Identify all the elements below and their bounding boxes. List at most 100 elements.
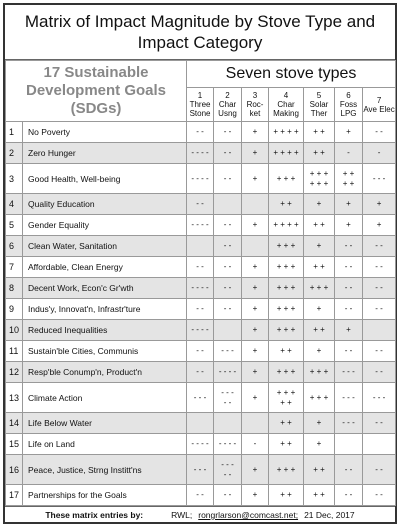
impact-cell: - - — [213, 484, 243, 506]
goal-name: Resp'ble Conump'n, Product'n — [21, 361, 188, 383]
impact-cell: + — [334, 121, 364, 143]
impact-cell: + + — [303, 121, 336, 143]
impact-cell: - - — [362, 256, 397, 278]
footer-email: rongrlarson@comcast.net; — [198, 510, 299, 520]
impact-cell: + — [241, 163, 270, 194]
impact-cell: + — [303, 412, 336, 434]
row-number: 2 — [5, 142, 23, 164]
table-header: 17 Sustainable Development Goals (SDGs) … — [4, 60, 397, 122]
row-number: 17 — [5, 484, 23, 506]
impact-cell: + — [303, 235, 336, 257]
column-number: 7 — [376, 95, 382, 105]
impact-cell: + — [241, 340, 270, 362]
matrix-row: 16 Peace, Justice, Strng Institt'ns - - - -… — [5, 454, 397, 485]
goal-name: Reduced Inequalities — [21, 319, 188, 341]
impact-cell: + + + + — [334, 163, 364, 194]
impact-cell: - - — [213, 142, 243, 164]
impact-cell: + — [334, 319, 364, 341]
row-number: 4 — [5, 193, 23, 215]
impact-cell: - - - - — [186, 142, 215, 164]
goal-name: Clean Water, Sanitation — [21, 235, 188, 257]
row-number: 7 — [5, 256, 23, 278]
row-number: 10 — [5, 319, 23, 341]
impact-cell: - - — [362, 121, 397, 143]
impact-cell: + + — [303, 214, 336, 236]
impact-cell: + + + + + — [268, 382, 305, 413]
impact-cell: - - - - — [186, 214, 215, 236]
impact-cell: + — [241, 121, 270, 143]
impact-cell: + — [362, 214, 397, 236]
goal-name: Decent Work, Econ'c Gr'wth — [21, 277, 188, 299]
impact-cell: - - — [213, 121, 243, 143]
matrix-row: 12 Resp'ble Conump'n, Product'n - -- - - -… — [5, 361, 397, 383]
impact-cell: - - — [186, 256, 215, 278]
matrix-row: 8 Decent Work, Econ'c Gr'wth - - - -- - + + … — [5, 277, 397, 299]
impact-cell: + + + + — [268, 214, 305, 236]
impact-cell: - - - — [362, 163, 397, 194]
impact-cell: - - — [334, 277, 364, 299]
matrix-table: 17 Sustainable Development Goals (SDGs) … — [4, 60, 397, 506]
impact-cell: + + — [303, 484, 336, 506]
matrix-row: 14 Life Below Water + + + - - -- - — [5, 412, 397, 434]
impact-cell: + + — [303, 256, 336, 278]
impact-cell: - - — [334, 340, 364, 362]
row-number: 5 — [5, 214, 23, 236]
matrix-row: 9 Indus'y, Innovat'n, Infrastr'ture - -- -… — [5, 298, 397, 320]
impact-cell: - - — [186, 361, 215, 383]
impact-cell: + + + — [268, 298, 305, 320]
matrix-frame: Matrix of Impact Magnitude by Stove Type… — [3, 3, 397, 524]
column-number: 2 — [225, 91, 230, 100]
impact-cell: - - - — [186, 382, 215, 413]
column-name: Solar Ther — [309, 100, 329, 118]
impact-cell: + + + — [268, 256, 305, 278]
impact-cell: + + + + — [268, 121, 305, 143]
goals-header: 17 Sustainable Development Goals (SDGs) — [4, 60, 188, 122]
impact-cell: - - - - - — [213, 382, 243, 413]
matrix-row: 10 Reduced Inequalities - - - - + + + + + + + — [5, 319, 397, 341]
goal-name: Sustain'ble Cities, Communis — [21, 340, 188, 362]
impact-cell — [213, 412, 243, 434]
impact-cell: + + — [268, 412, 305, 434]
row-number: 1 — [5, 121, 23, 143]
impact-cell — [334, 433, 364, 455]
impact-cell: - - — [213, 298, 243, 320]
impact-cell: + + + + + + — [303, 163, 336, 194]
impact-cell: - - — [213, 277, 243, 299]
column-header-row: 1 Three Stone 2 Char Usng 3 Roc-ket 4 Char Maki… — [6, 87, 397, 122]
matrix-row: 4 Quality Education - - + + + + + — [5, 193, 397, 215]
footer: These matrix entries by: RWL; rongrlarso… — [5, 506, 395, 523]
impact-cell: - - - - — [213, 361, 243, 383]
column-number: 3 — [252, 91, 258, 100]
goal-name: Affordable, Clean Energy — [21, 256, 188, 278]
impact-cell: + — [241, 142, 270, 164]
column-header: 1 Three Stone — [186, 87, 215, 122]
row-number: 9 — [5, 298, 23, 320]
goal-name: Peace, Justice, Strng Institt'ns — [21, 454, 188, 485]
impact-cell: + + + — [268, 235, 305, 257]
goal-name: Partnerships for the Goals — [21, 484, 188, 506]
column-header: 6 Foss LPG — [334, 87, 364, 122]
impact-cell: - - — [362, 454, 397, 485]
column-name: Char Usng — [218, 100, 237, 118]
matrix-row: 5 Gender Equality - - - -- - + + + + + + + + + — [5, 214, 397, 236]
impact-cell: - - - - — [186, 319, 215, 341]
column-name: Char Making — [273, 100, 299, 118]
impact-cell: + + — [303, 142, 336, 164]
column-header: 5 Solar Ther — [303, 87, 336, 122]
impact-cell: + — [241, 454, 270, 485]
impact-cell: + — [334, 214, 364, 236]
goal-name: Life Below Water — [21, 412, 188, 434]
impact-cell: - - - - — [186, 277, 215, 299]
impact-cell: - — [362, 142, 397, 164]
column-name: Three Stone — [189, 100, 211, 118]
impact-cell: - - — [334, 484, 364, 506]
impact-cell: + — [241, 382, 270, 413]
row-number: 16 — [5, 454, 23, 485]
impact-cell: - - — [213, 163, 243, 194]
impact-cell: + — [241, 214, 270, 236]
impact-cell: - - — [334, 298, 364, 320]
impact-cell: - - — [362, 412, 397, 434]
impact-cell: - - - — [186, 454, 215, 485]
impact-cell: - - — [213, 235, 243, 257]
goal-name: No Poverty — [21, 121, 188, 143]
